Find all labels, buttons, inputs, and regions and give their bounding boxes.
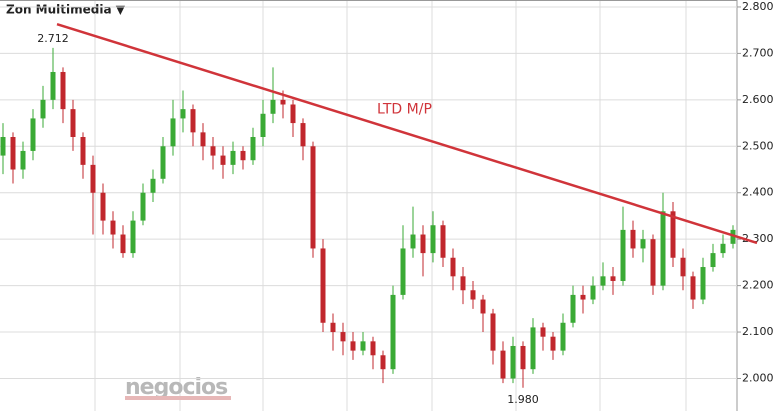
candle-body — [560, 322, 566, 351]
candle-body — [480, 299, 486, 314]
candle-body — [240, 150, 246, 161]
candle-body — [500, 350, 506, 379]
candle-body — [140, 192, 146, 221]
candle-body — [20, 150, 26, 170]
candle-body — [540, 327, 546, 337]
candle-body — [150, 178, 156, 193]
y-tick-label: 2.800 — [742, 0, 774, 13]
candle-body — [60, 71, 66, 110]
candle-body — [370, 341, 376, 356]
candle-body — [130, 220, 136, 254]
candle-body — [390, 294, 396, 370]
candle-body — [90, 164, 96, 193]
candle-body — [570, 294, 576, 323]
candle-body — [510, 345, 516, 379]
candle-body — [550, 336, 556, 351]
candle-body — [350, 341, 356, 351]
y-tick-label: 2.400 — [742, 186, 774, 199]
candle-body — [310, 146, 316, 249]
candle-body — [660, 211, 666, 286]
candle-body — [640, 239, 646, 249]
watermark-bar — [125, 396, 231, 400]
candle-body — [700, 267, 706, 300]
trendline-label: LTD M/P — [377, 102, 432, 118]
chart-title: Zon Multimedia ▼ — [6, 3, 126, 17]
candle-body — [470, 290, 476, 300]
candle-body — [730, 229, 736, 244]
candle-body — [280, 99, 286, 105]
candle-body — [530, 327, 536, 370]
y-tick-label: 2.700 — [742, 46, 774, 59]
candle-body — [610, 276, 616, 281]
candle-body — [270, 99, 276, 114]
y-tick-label: 2.200 — [742, 279, 774, 292]
candle-body — [630, 229, 636, 249]
candle-body — [260, 113, 266, 137]
annotation-label: 1.980 — [507, 393, 539, 406]
candle-body — [70, 109, 76, 137]
candle-body — [690, 276, 696, 300]
candle-body — [330, 322, 336, 333]
candle-body — [0, 137, 6, 156]
y-tick-label: 2.500 — [742, 139, 774, 152]
candle-body — [440, 225, 446, 258]
candle-body — [250, 137, 256, 161]
candle-body — [720, 243, 726, 254]
y-tick-label: 2.100 — [742, 325, 774, 338]
candle-body — [460, 276, 466, 291]
candle-body — [210, 146, 216, 156]
candle-body — [220, 155, 226, 165]
candle-body — [10, 137, 16, 170]
candle-body — [230, 150, 236, 165]
watermark: negocios — [125, 375, 228, 400]
candle-body — [160, 146, 166, 179]
candle-body — [110, 220, 116, 235]
y-tick-label: 2.000 — [742, 371, 774, 384]
annotation-label: 2.712 — [37, 32, 69, 45]
candle-body — [340, 332, 346, 342]
candle-body — [620, 229, 626, 281]
candle-body — [190, 109, 196, 133]
candle-body — [360, 341, 366, 351]
candle-body — [590, 285, 596, 300]
candle-body — [400, 248, 406, 295]
candle-body — [40, 99, 46, 119]
candle-body — [100, 192, 106, 221]
candle-body — [430, 225, 436, 254]
y-tick-label: 2.600 — [742, 93, 774, 106]
candle-body — [200, 132, 206, 147]
vertical-grid — [94, 0, 687, 411]
candle-body — [50, 71, 56, 100]
candle-body — [710, 253, 716, 268]
candle-body — [410, 234, 416, 249]
candle-body — [290, 104, 296, 124]
candle-body — [670, 211, 676, 258]
candle-body — [450, 257, 456, 277]
candle-body — [120, 234, 126, 254]
candle-body — [320, 248, 326, 323]
candle-body — [420, 234, 426, 254]
candle-body — [380, 355, 386, 370]
candle-body — [30, 118, 36, 151]
candle-body — [170, 118, 176, 147]
candle-body — [680, 257, 686, 277]
candle-body — [600, 276, 606, 286]
candle-body — [180, 109, 186, 119]
candle-body — [650, 239, 656, 286]
candle-body — [490, 313, 496, 351]
candle-body — [520, 345, 526, 370]
candle-body — [300, 123, 306, 147]
candle-body — [80, 137, 86, 165]
candle-body — [580, 294, 586, 300]
trendline — [56, 22, 758, 245]
